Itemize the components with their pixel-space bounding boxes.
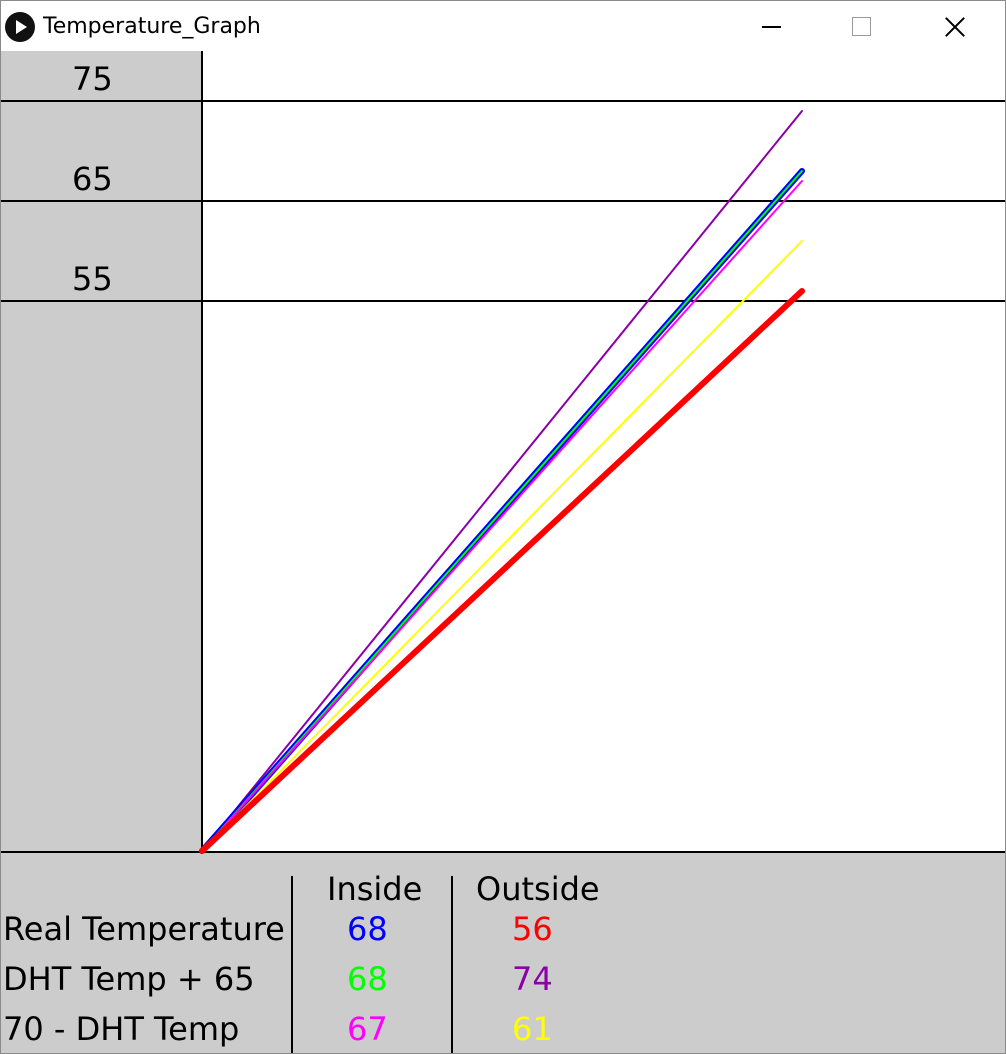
title-bar[interactable]: Temperature_Graph xyxy=(1,1,1005,51)
series-line-4 xyxy=(201,240,803,852)
inside-dht-plus-65-value: 68 xyxy=(347,960,388,998)
inside-70-minus-dht-value: 67 xyxy=(347,1010,388,1048)
outside-header: Outside xyxy=(476,870,600,908)
y-label-55: 55 xyxy=(72,260,113,298)
temperature-lines xyxy=(199,110,805,854)
graph-canvas: 75 65 55 Inside Outside Real Temperature… xyxy=(1,51,1005,1053)
outside-real-temperature-value: 56 xyxy=(512,910,553,948)
graph-svg xyxy=(1,51,1005,1053)
series-line-5 xyxy=(199,288,805,854)
series-line-3 xyxy=(201,180,803,852)
inside-real-temperature-value: 68 xyxy=(347,910,388,948)
gridlines xyxy=(1,100,1005,302)
maximize-button[interactable] xyxy=(831,1,893,51)
legend-panel xyxy=(1,851,1005,1053)
window-title: Temperature_Graph xyxy=(43,14,261,39)
series-line-2 xyxy=(201,170,803,852)
row-label-real-temperature: Real Temperature xyxy=(3,910,285,948)
y-label-65: 65 xyxy=(72,160,113,198)
series-line-0 xyxy=(201,110,803,852)
close-button[interactable] xyxy=(923,1,985,51)
row-label-70-minus-dht: 70 - DHT Temp xyxy=(3,1010,240,1048)
minimize-button[interactable] xyxy=(740,1,802,51)
y-label-75: 75 xyxy=(72,60,113,98)
outside-70-minus-dht-value: 61 xyxy=(512,1010,553,1048)
y-axis-panel xyxy=(1,51,201,851)
row-label-dht-plus-65: DHT Temp + 65 xyxy=(3,960,255,998)
inside-header: Inside xyxy=(327,870,423,908)
processing-app-icon xyxy=(5,12,35,42)
outside-dht-plus-65-value: 74 xyxy=(512,960,553,998)
